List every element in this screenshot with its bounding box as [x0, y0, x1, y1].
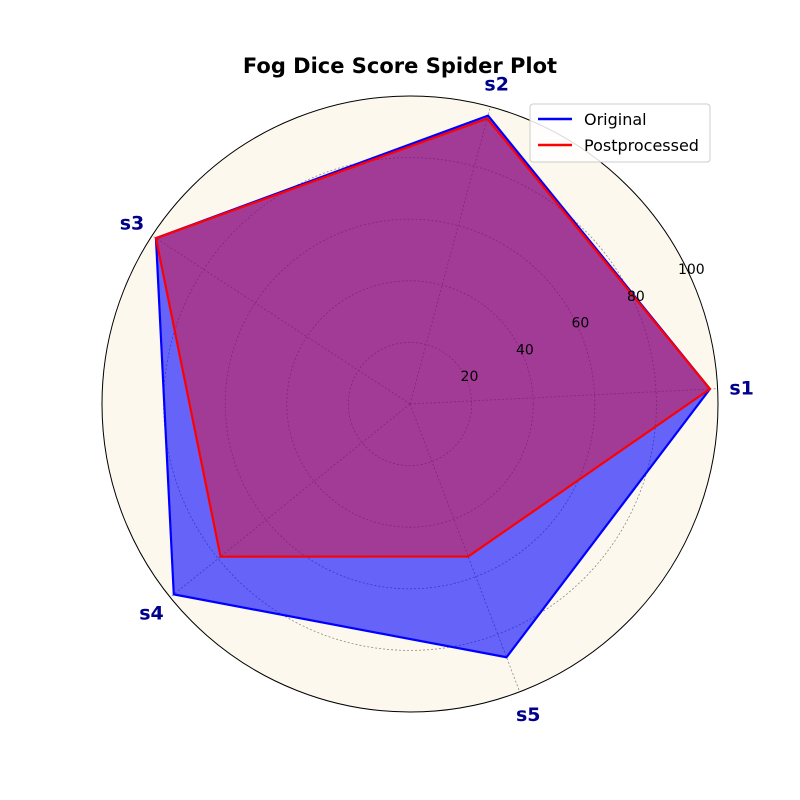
- category-label-s5: s5: [516, 704, 541, 726]
- radial-tick-label-20: 20: [461, 369, 479, 385]
- series-fill-original: [155, 115, 710, 658]
- radial-tick-label-40: 40: [516, 342, 534, 358]
- legend-label-postprocessed: Postprocessed: [584, 136, 699, 155]
- series-line-original: [154, 114, 712, 659]
- radial-tick-label-100: 100: [678, 262, 705, 278]
- series-fill-postprocessed: [155, 118, 710, 557]
- category-label-s2: s2: [484, 74, 509, 96]
- category-label-s3: s3: [120, 213, 145, 235]
- radial-tick-label-80: 80: [627, 289, 645, 305]
- series-line-postprocessed: [154, 117, 712, 558]
- category-label-s4: s4: [139, 602, 164, 624]
- legend-label-original: Original: [584, 110, 647, 129]
- legend-box: [529, 103, 711, 163]
- chart-title: Fog Dice Score Spider Plot: [242, 54, 558, 78]
- category-label-s1: s1: [729, 377, 754, 399]
- plot-border: [101, 95, 719, 713]
- radial-tick-label-60: 60: [571, 316, 589, 332]
